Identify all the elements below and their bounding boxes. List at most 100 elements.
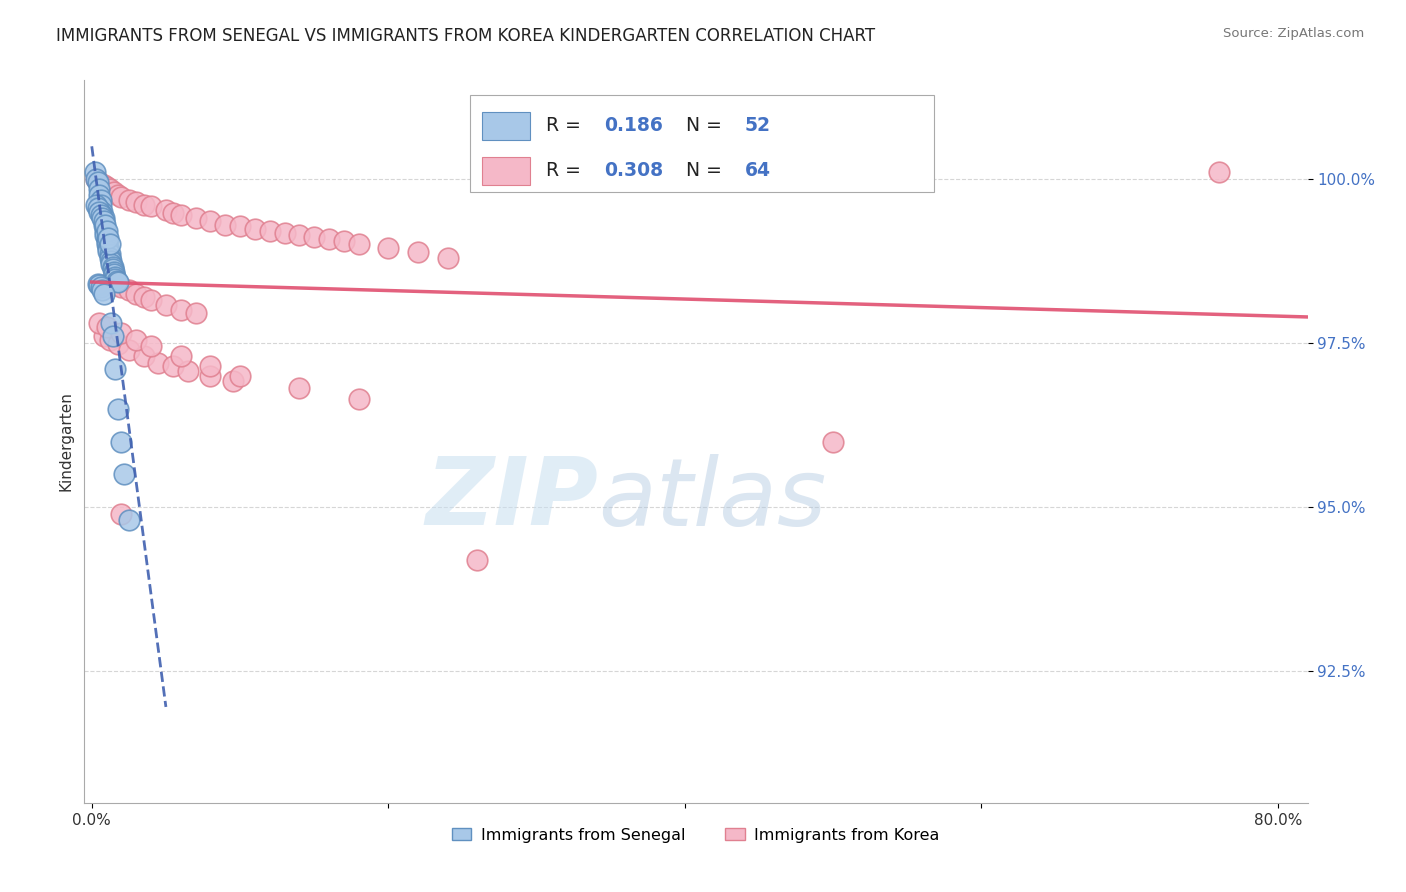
Point (139, 199, 162, 213)
Point (91, 211, 114, 226)
Point (90, 280, 112, 294)
Point (200, 359, 222, 373)
Point (132, 198, 155, 212)
Point (103, 185, 125, 199)
FancyBboxPatch shape (482, 112, 530, 140)
Point (465, 553, 488, 567)
Point (98, 333, 121, 347)
Point (93, 211, 115, 226)
Point (110, 190, 132, 204)
Point (93, 329, 115, 343)
Point (221, 374, 243, 388)
Point (406, 245, 429, 260)
Point (90, 193, 112, 207)
Point (84, 171, 107, 186)
FancyBboxPatch shape (470, 95, 935, 193)
Point (103, 278, 125, 293)
Point (110, 326, 132, 340)
Point (104, 362, 127, 376)
Point (84, 171, 107, 186)
Point (1208, 165, 1230, 179)
Point (107, 188, 129, 202)
Point (83, 165, 105, 179)
Point (273, 226, 295, 240)
Point (107, 401, 129, 416)
Point (288, 381, 311, 395)
Point (155, 203, 177, 218)
Point (96, 179, 118, 194)
Point (118, 193, 141, 207)
Point (89, 181, 111, 195)
Point (110, 507, 132, 521)
Point (318, 232, 340, 246)
Point (89, 175, 111, 189)
Text: IMMIGRANTS FROM SENEGAL VS IMMIGRANTS FROM KOREA KINDERGARTEN CORRELATION CHART: IMMIGRANTS FROM SENEGAL VS IMMIGRANTS FR… (56, 27, 876, 45)
Point (98, 251, 121, 265)
Y-axis label: Kindergarten: Kindergarten (58, 392, 73, 491)
Point (139, 293, 162, 308)
Point (101, 329, 124, 343)
Text: R =: R = (546, 117, 586, 136)
FancyBboxPatch shape (482, 157, 530, 185)
Point (96, 277, 118, 291)
Point (125, 194, 148, 209)
Point (132, 349, 155, 363)
Point (347, 237, 370, 252)
Text: ZIP: ZIP (425, 453, 598, 545)
Point (93, 178, 115, 193)
Point (90, 198, 112, 212)
Point (110, 280, 132, 294)
Legend: Immigrants from Senegal, Immigrants from Korea: Immigrants from Senegal, Immigrants from… (446, 822, 946, 849)
Point (288, 228, 311, 243)
Point (91, 208, 114, 222)
Point (125, 286, 148, 301)
Text: 52: 52 (745, 117, 770, 136)
Point (100, 257, 122, 271)
Point (97, 231, 120, 245)
Point (170, 349, 193, 363)
Point (229, 219, 252, 233)
Point (98, 247, 121, 261)
Point (84, 198, 107, 212)
Point (333, 234, 356, 248)
Text: atlas: atlas (598, 454, 827, 545)
Point (107, 337, 129, 351)
Point (377, 241, 399, 255)
Point (96, 237, 118, 252)
Point (347, 392, 370, 406)
Point (118, 284, 141, 298)
Point (97, 241, 120, 255)
Point (89, 188, 111, 202)
Point (110, 434, 132, 449)
Point (96, 224, 118, 238)
Point (100, 316, 122, 330)
Point (200, 214, 222, 228)
Point (162, 206, 184, 220)
Point (94, 224, 117, 238)
Point (243, 221, 266, 235)
Point (100, 253, 122, 268)
Point (259, 224, 281, 238)
Point (200, 368, 222, 383)
Point (86, 175, 108, 189)
Point (103, 265, 125, 279)
Point (97, 244, 120, 258)
Point (96, 234, 118, 248)
Point (96, 231, 118, 245)
Point (91, 284, 114, 298)
Point (93, 218, 115, 232)
Point (139, 339, 162, 353)
Text: 0.308: 0.308 (605, 161, 664, 180)
Point (184, 306, 207, 320)
Point (103, 267, 125, 281)
Point (98, 181, 121, 195)
Point (86, 202, 108, 216)
Point (170, 208, 193, 222)
Point (162, 359, 184, 373)
Point (101, 262, 124, 277)
Point (94, 218, 117, 232)
Text: 64: 64 (745, 161, 770, 180)
Point (104, 270, 127, 285)
Point (125, 333, 148, 347)
Point (132, 290, 155, 304)
